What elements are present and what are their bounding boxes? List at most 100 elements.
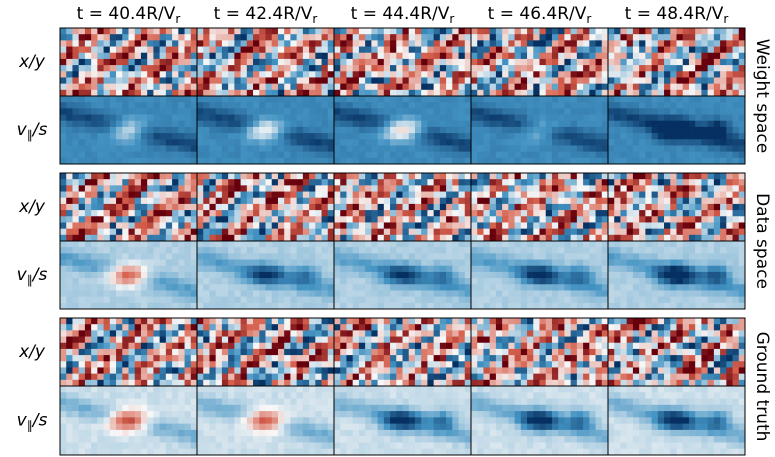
heatmap-cell — [246, 133, 254, 140]
heatmap-cell — [159, 83, 167, 91]
heatmap-cell — [564, 296, 572, 304]
heatmap-cell — [464, 77, 472, 85]
heatmap-cell — [277, 265, 285, 273]
heatmap-cell — [626, 271, 634, 279]
heatmap-cell — [315, 228, 322, 236]
heatmap-cell — [576, 58, 584, 66]
heatmap-cell — [583, 96, 590, 103]
heatmap-cell — [172, 290, 179, 298]
heatmap-cell — [240, 52, 248, 60]
heatmap-cell — [533, 173, 540, 180]
heatmap-cell — [259, 108, 266, 115]
heatmap-cell — [502, 179, 509, 186]
heatmap-cell — [539, 290, 547, 298]
heatmap-cell — [371, 83, 378, 91]
heatmap-cell — [632, 58, 640, 66]
heatmap-cell — [676, 265, 684, 273]
heatmap-cell — [165, 302, 173, 310]
heatmap-cell — [315, 173, 322, 180]
heatmap-cell — [383, 145, 391, 153]
heatmap-cell — [84, 247, 92, 254]
heatmap-cell — [228, 120, 235, 128]
heatmap-cell — [508, 157, 515, 165]
heatmap-cell — [626, 96, 634, 103]
heatmap-cell — [576, 157, 584, 165]
heatmap-cell — [128, 46, 136, 54]
heatmap-cell — [209, 77, 217, 85]
heatmap-cell — [402, 28, 410, 35]
heatmap-cell — [134, 157, 142, 165]
heatmap-cell — [153, 222, 161, 230]
heatmap-cell — [707, 65, 715, 72]
heatmap-cell — [153, 145, 161, 153]
heatmap-cell — [209, 271, 217, 279]
heatmap-cell — [103, 296, 111, 304]
heatmap-cell — [327, 65, 335, 72]
heatmap-cell — [471, 58, 478, 66]
heatmap-cell — [84, 46, 92, 54]
heatmap-cell — [134, 52, 142, 60]
heatmap-cell — [60, 336, 67, 344]
heatmap-cell — [732, 216, 740, 223]
heatmap-cell — [421, 151, 428, 159]
heatmap-cell — [346, 173, 354, 180]
heatmap-cell — [284, 222, 291, 230]
heatmap-cell — [228, 71, 235, 78]
heatmap-cell — [489, 102, 497, 109]
heatmap-cell — [221, 185, 229, 192]
heatmap-cell — [234, 284, 241, 291]
heatmap-cell — [122, 216, 129, 223]
heatmap-cell — [352, 284, 360, 291]
heatmap-cell — [446, 28, 453, 35]
heatmap-cell — [464, 228, 472, 236]
heatmap-cell — [589, 58, 596, 66]
heatmap-cell — [265, 139, 273, 146]
heatmap-cell — [377, 191, 385, 199]
heatmap-cell — [632, 271, 640, 279]
heatmap-cell — [626, 133, 634, 140]
heatmap-cell — [551, 126, 559, 134]
heatmap-cell — [122, 222, 129, 230]
heatmap-cell — [390, 203, 397, 211]
heatmap-cell — [558, 120, 565, 128]
heatmap-cell — [140, 151, 148, 159]
heatmap-cell — [589, 296, 596, 304]
heatmap-cell — [414, 296, 422, 304]
heatmap-cell — [383, 108, 391, 115]
heatmap-cell — [495, 296, 503, 304]
heatmap-cell — [601, 83, 609, 91]
heatmap-cell — [296, 34, 304, 41]
heatmap-cell — [682, 40, 690, 47]
heatmap-cell — [458, 120, 466, 128]
heatmap-cell — [253, 222, 260, 230]
heatmap-cell — [695, 151, 702, 159]
heatmap-cell — [91, 185, 98, 192]
heatmap-cell — [527, 96, 534, 103]
heatmap-cell — [97, 65, 104, 72]
heatmap-cell — [676, 173, 684, 180]
heatmap-cell — [682, 210, 690, 217]
heatmap-cell — [72, 173, 80, 180]
heatmap-cell — [296, 247, 304, 254]
heatmap-cell — [502, 120, 509, 128]
heatmap-cell — [421, 28, 428, 35]
heatmap-cell — [657, 28, 665, 35]
heatmap-cell — [321, 210, 329, 217]
heatmap-cell — [433, 290, 441, 298]
heatmap-cell — [589, 65, 596, 72]
heatmap-cell — [483, 222, 491, 230]
heatmap-cell — [296, 108, 304, 115]
heatmap-cell — [159, 120, 167, 128]
heatmap-cell — [421, 253, 428, 260]
heatmap-cell — [620, 71, 628, 78]
heatmap-cell — [720, 197, 727, 205]
heatmap-cell — [253, 203, 260, 211]
heatmap-cell — [259, 145, 266, 153]
heatmap-cell — [464, 71, 472, 78]
heatmap-cell — [140, 71, 148, 78]
heatmap-cell — [726, 83, 733, 91]
heatmap-cell — [265, 65, 273, 72]
heatmap-cell — [433, 71, 441, 78]
heatmap-cell — [477, 34, 484, 41]
heatmap-cell — [72, 133, 80, 140]
